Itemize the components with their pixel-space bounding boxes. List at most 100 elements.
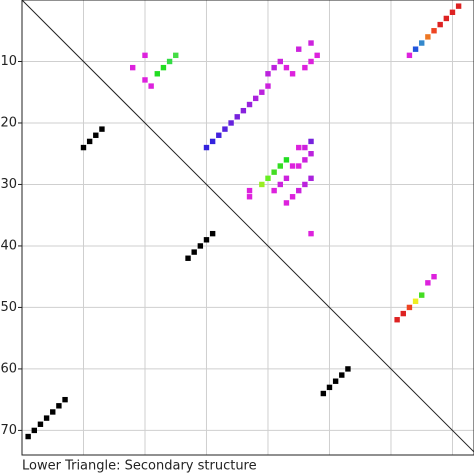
point: [437, 21, 443, 28]
point: [277, 58, 283, 65]
point: [203, 237, 210, 243]
point: [62, 396, 68, 403]
plot-frame: [21, 0, 474, 456]
point: [191, 249, 197, 255]
point: [289, 71, 296, 77]
point: [289, 194, 296, 200]
point: [296, 46, 302, 52]
point: [314, 52, 320, 59]
point: [320, 390, 327, 397]
point: [443, 15, 450, 22]
point: [296, 187, 302, 194]
point: [296, 144, 302, 151]
point: [289, 163, 296, 169]
point: [308, 58, 314, 65]
point: [455, 3, 462, 9]
point: [419, 40, 425, 46]
y-tick-label: 50: [0, 300, 17, 315]
point: [160, 64, 167, 71]
point: [406, 52, 413, 59]
point: [412, 298, 419, 304]
point: [302, 157, 308, 163]
point: [431, 28, 437, 34]
point: [209, 230, 216, 237]
point: [246, 194, 253, 200]
point: [148, 83, 154, 89]
point: [271, 187, 277, 194]
point: [50, 409, 56, 415]
point: [345, 366, 351, 372]
point: [246, 187, 253, 194]
point: [394, 317, 400, 323]
point: [277, 163, 283, 169]
point: [332, 378, 339, 384]
point: [209, 138, 216, 145]
point: [185, 255, 191, 261]
point: [265, 175, 271, 182]
y-tick-label: 40: [0, 238, 17, 253]
point: [283, 200, 290, 206]
point: [25, 433, 31, 440]
point: [308, 138, 314, 145]
point: [400, 310, 406, 317]
point: [283, 175, 290, 182]
point: [142, 77, 148, 83]
point: [31, 427, 37, 434]
point: [216, 132, 222, 138]
point: [302, 64, 308, 71]
point: [259, 181, 265, 188]
point: [142, 52, 148, 59]
point: [80, 144, 87, 151]
point: [259, 89, 265, 95]
point: [246, 101, 253, 108]
point: [419, 292, 425, 298]
point: [197, 243, 204, 249]
point: [203, 144, 210, 151]
point: [228, 120, 234, 126]
point: [99, 126, 105, 132]
point: [339, 372, 345, 378]
point: [222, 126, 228, 132]
point: [425, 280, 431, 286]
point: [129, 64, 136, 71]
point: [431, 273, 437, 280]
point: [308, 40, 314, 46]
point: [308, 151, 314, 157]
point: [86, 138, 93, 145]
point: [154, 71, 160, 77]
y-tick-label: 70: [0, 423, 17, 438]
point: [412, 46, 419, 52]
point: [271, 169, 277, 175]
point: [173, 52, 179, 59]
diagonal: [21, 0, 474, 453]
point: [425, 34, 431, 40]
point: [283, 157, 290, 163]
point: [449, 9, 456, 15]
point: [252, 95, 259, 102]
point: [308, 175, 314, 182]
point: [93, 132, 99, 138]
point: [296, 163, 302, 169]
point: [277, 181, 283, 188]
point: [302, 181, 308, 188]
y-tick-label: 30: [0, 177, 17, 192]
caption: Lower Triangle: Secondary structure: [22, 459, 257, 474]
point: [283, 64, 290, 71]
point: [308, 230, 314, 237]
point: [302, 144, 308, 151]
point: [56, 403, 62, 409]
point: [37, 421, 44, 427]
point: [43, 415, 50, 421]
y-tick-label: 60: [0, 361, 17, 376]
y-tick-label: 10: [0, 54, 17, 69]
point: [271, 64, 277, 71]
point: [234, 114, 240, 120]
point: [166, 58, 173, 65]
y-tick-label: 20: [0, 115, 17, 130]
point: [406, 304, 413, 311]
point: [326, 384, 333, 391]
point: [265, 71, 271, 77]
point: [265, 83, 271, 89]
point: [240, 107, 247, 114]
